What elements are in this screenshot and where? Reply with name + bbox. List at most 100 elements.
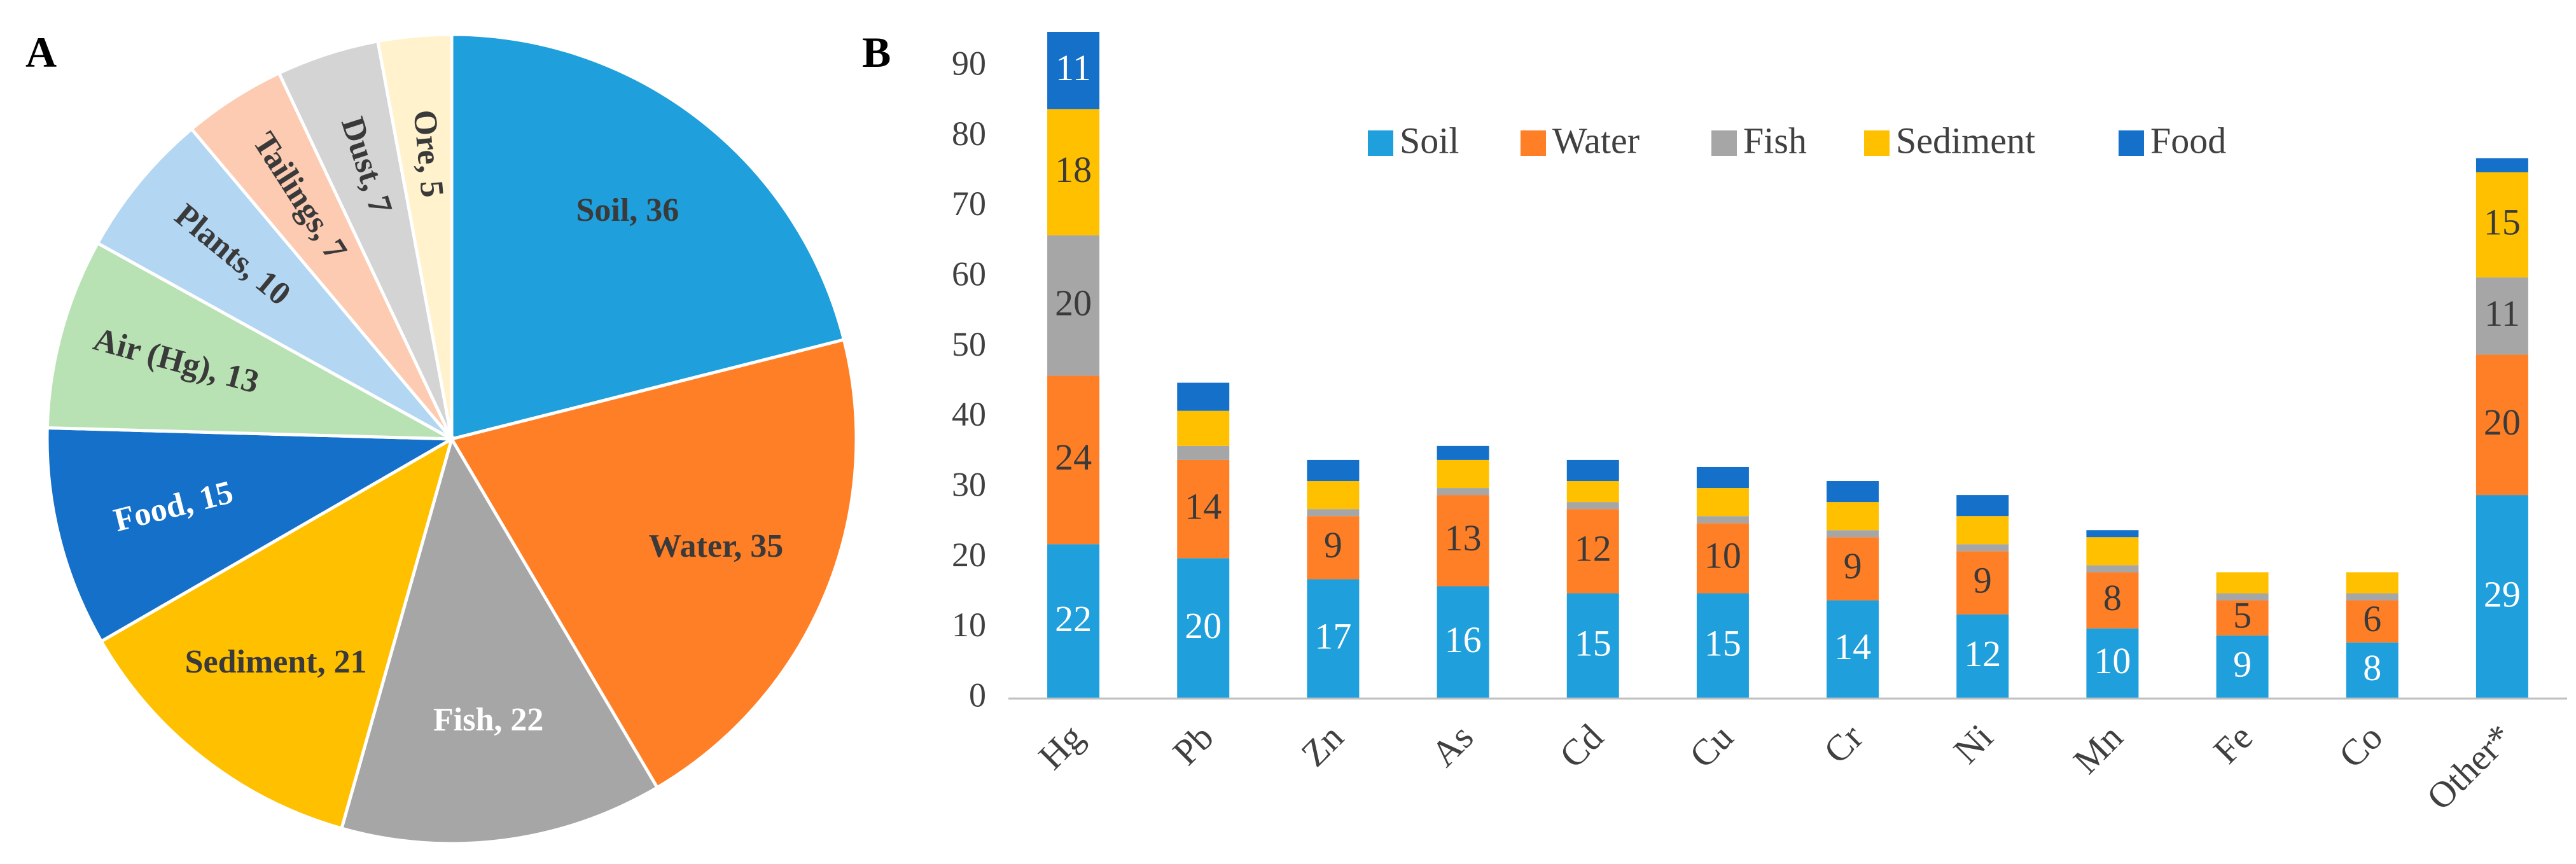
bar-segment-fish-zn xyxy=(1307,509,1360,517)
bar-segment-food-as xyxy=(1437,445,1489,460)
data-label-sediment-other: 15 xyxy=(2484,202,2521,243)
data-label-water-other: 20 xyxy=(2484,401,2521,443)
pie-slice-soil xyxy=(450,32,846,442)
bar-segment-fish-other xyxy=(2475,277,2528,355)
data-label-sediment-hg: 18 xyxy=(1055,149,1092,190)
stacked-bar-chart: 0 10 20 30 40 50 60 70 80 90 22 24 20 18 11 Hg 20 14 Pb 17 9… xyxy=(952,32,2567,818)
pie-label-soil: Soil, 36 xyxy=(576,192,679,228)
bar-segment-sediment-fe xyxy=(2216,572,2269,594)
bar-segment-water-as xyxy=(1437,495,1489,587)
panel-label-b: B xyxy=(862,28,891,76)
bar-segment-soil-pb xyxy=(1177,558,1230,699)
data-label-water-cu: 10 xyxy=(1704,535,1741,576)
bar-segment-food-ni xyxy=(1956,495,2009,517)
data-label-water-cd: 12 xyxy=(1575,528,1612,569)
bar-segment-soil-as xyxy=(1437,586,1489,699)
data-label-soil-as: 16 xyxy=(1445,619,1482,660)
panel-label-a: A xyxy=(25,28,57,76)
pie-label-water: Water, 35 xyxy=(648,528,783,564)
bar-segment-sediment-cu xyxy=(1696,488,1749,517)
bar-segment-fish-cu xyxy=(1696,516,1749,524)
pie-slice-water xyxy=(449,337,858,790)
bar-segment-soil-co xyxy=(2346,642,2398,699)
data-label-water-zn: 9 xyxy=(1324,524,1342,566)
bar-segment-soil-cu xyxy=(1696,593,1749,699)
pie-label-fish: Fish, 22 xyxy=(433,702,543,738)
bar-segment-food-cd xyxy=(1566,459,1619,482)
bar-segment-soil-other xyxy=(2475,495,2528,699)
bar-segment-food-mn xyxy=(2086,530,2139,538)
x-tick-label-hg: Hg xyxy=(1031,716,1092,777)
y-tick-label: 20 xyxy=(952,536,986,574)
bar-segment-water-hg xyxy=(1047,375,1100,545)
legend-swatch-food xyxy=(2119,130,2144,156)
bar-segment-fish-ni xyxy=(1956,544,2009,552)
bar-segment-food-hg xyxy=(1047,32,1100,109)
bar-segment-sediment-mn xyxy=(2086,537,2139,566)
bar-segment-sediment-ni xyxy=(1956,516,2009,545)
bar-segment-fish-fe xyxy=(2216,593,2269,601)
bar-segment-sediment-zn xyxy=(1307,481,1360,510)
bar-segment-water-mn xyxy=(2086,572,2139,629)
data-label-water-fe: 5 xyxy=(2233,594,2252,636)
bar-segment-fish-as xyxy=(1437,488,1489,496)
bar-segment-food-pb xyxy=(1177,382,1230,411)
data-label-soil-hg: 22 xyxy=(1055,598,1092,639)
bar-segment-fish-pb xyxy=(1177,445,1230,460)
bar-segment-fish-co xyxy=(2346,593,2398,601)
bar-segment-soil-cd xyxy=(1566,593,1619,699)
bar-segment-soil-hg xyxy=(1047,544,1100,699)
data-label-soil-cu: 15 xyxy=(1704,623,1741,664)
x-tick-label-zn: Zn xyxy=(1293,716,1351,775)
y-tick-label: 0 xyxy=(969,676,986,714)
x-tick-label-mn: Mn xyxy=(2065,716,2131,782)
bar-segment-soil-mn xyxy=(2086,628,2139,699)
pie-slice-food xyxy=(45,426,457,644)
bar-segment-sediment-cd xyxy=(1566,481,1619,503)
bar-segment-fish-cd xyxy=(1566,502,1619,510)
data-label-soil-mn: 10 xyxy=(2094,640,2131,681)
bar-segment-fish-mn xyxy=(2086,565,2139,573)
y-tick-label: 50 xyxy=(952,325,986,363)
pie-slice-fish xyxy=(339,435,660,846)
x-tick-label-cr: Cr xyxy=(1816,716,1871,772)
legend-label-sediment: Sediment xyxy=(1896,120,2035,161)
bar-segment-fish-cr xyxy=(1827,530,1879,538)
data-label-soil-ni: 12 xyxy=(1964,633,2001,674)
y-tick-label: 80 xyxy=(952,115,986,153)
legend-swatch-soil xyxy=(1368,130,1393,156)
legend-label-water: Water xyxy=(1552,120,1640,161)
bar-segment-food-cr xyxy=(1827,481,1879,503)
y-tick-label: 40 xyxy=(952,395,986,433)
data-label-water-cr: 9 xyxy=(1844,545,1862,587)
pie-slice-plants xyxy=(95,127,453,441)
pie-slice-ore xyxy=(375,32,454,440)
legend-swatch-fish xyxy=(1711,130,1737,156)
data-label-water-co: 6 xyxy=(2363,598,2381,639)
bar-segment-water-co xyxy=(2346,600,2398,643)
data-label-food-hg: 11 xyxy=(1055,47,1091,88)
legend-label-fish: Fish xyxy=(1743,120,1807,161)
bar-segment-soil-fe xyxy=(2216,635,2269,699)
pie-label-ore: Ore, 5 xyxy=(407,108,450,199)
bar-segment-soil-cr xyxy=(1827,600,1879,699)
y-tick-label: 70 xyxy=(952,185,986,223)
pie-slice-sediment xyxy=(99,435,455,831)
x-tick-label-other: Other* xyxy=(2419,716,2521,818)
x-tick-label-co: Co xyxy=(2331,716,2391,776)
data-label-soil-cr: 14 xyxy=(1834,626,1871,667)
bar-segment-water-cu xyxy=(1696,523,1749,594)
bar-segment-water-cr xyxy=(1827,537,1879,601)
bar-segment-sediment-cr xyxy=(1827,502,1879,531)
data-label-water-hg: 24 xyxy=(1055,436,1092,478)
data-label-soil-fe: 9 xyxy=(2233,644,2252,685)
bar-segment-food-cu xyxy=(1696,466,1749,489)
x-tick-label-cd: Cd xyxy=(1552,716,1612,776)
bar-segment-water-cd xyxy=(1566,509,1619,594)
bar-segment-water-fe xyxy=(2216,600,2269,636)
data-label-fish-other: 11 xyxy=(2484,293,2520,334)
legend-label-soil: Soil xyxy=(1400,120,1459,161)
bar-segment-sediment-pb xyxy=(1177,410,1230,446)
